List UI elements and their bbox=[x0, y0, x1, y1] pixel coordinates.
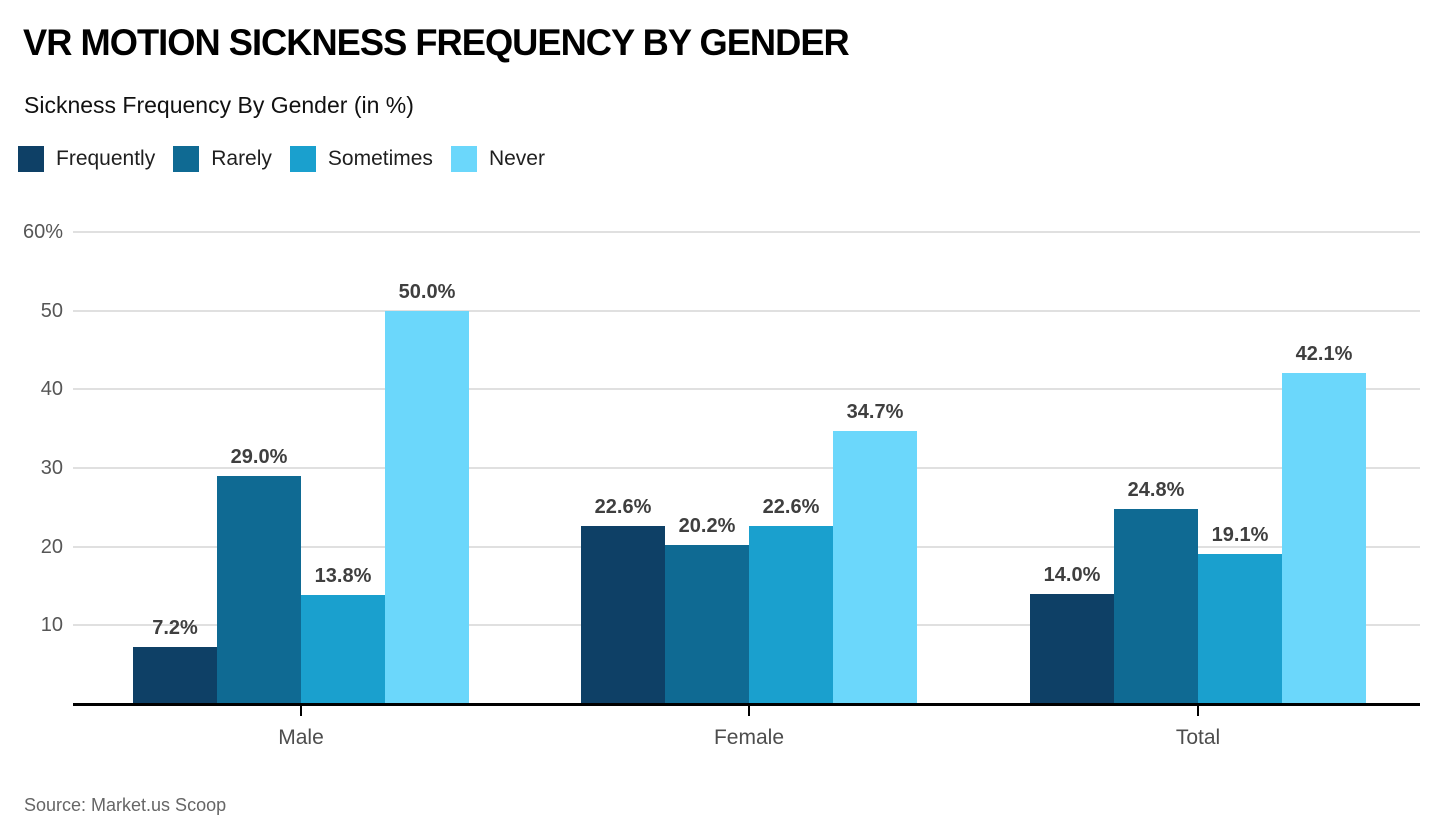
bar-value-label: 7.2% bbox=[152, 617, 198, 640]
bar-total-rarely bbox=[1114, 508, 1198, 704]
bar-value-label: 29.0% bbox=[230, 445, 288, 468]
bar-value-label: 24.8% bbox=[1127, 478, 1185, 501]
legend-swatch bbox=[450, 146, 477, 172]
bar-value-label: 22.6% bbox=[594, 496, 652, 519]
y-axis-label: 60% bbox=[22, 221, 63, 243]
bar-value-label: 19.1% bbox=[1211, 523, 1269, 546]
bar-female-sometimes bbox=[749, 526, 833, 704]
legend-label: Rarely bbox=[211, 147, 272, 170]
bar-female-never bbox=[833, 431, 917, 704]
bar-value-label: 14.0% bbox=[1043, 563, 1101, 586]
y-axis-label: 30 bbox=[40, 457, 63, 479]
category-label-male: Male bbox=[278, 726, 324, 749]
bar-value-label: 22.6% bbox=[762, 496, 820, 519]
bar-total-never bbox=[1282, 372, 1366, 704]
bar-value-label: 50.0% bbox=[398, 280, 456, 303]
bar-female-frequently bbox=[581, 526, 665, 704]
legend-item-rarely: Rarely bbox=[173, 146, 272, 172]
bar-male-never bbox=[385, 310, 469, 704]
legend-label: Never bbox=[488, 147, 545, 170]
y-axis-label: 10 bbox=[40, 614, 63, 637]
bar-value-label: 42.1% bbox=[1295, 342, 1353, 365]
legend-swatch bbox=[289, 146, 316, 172]
legend-swatch bbox=[173, 146, 200, 172]
bar-male-sometimes bbox=[301, 595, 385, 704]
category-label-total: Total bbox=[1175, 726, 1221, 749]
bar-total-sometimes bbox=[1198, 553, 1282, 704]
bar-value-label: 34.7% bbox=[846, 401, 904, 424]
legend-item-sometimes: Sometimes bbox=[289, 146, 433, 172]
legend-item-never: Never bbox=[450, 146, 545, 172]
bar-value-label: 13.8% bbox=[314, 565, 372, 588]
y-axis-label: 50 bbox=[40, 299, 63, 322]
x-axis-line bbox=[73, 703, 1420, 706]
y-axis-label: 20 bbox=[40, 535, 63, 558]
legend-item-frequently: Frequently bbox=[18, 146, 155, 172]
gridline bbox=[73, 309, 1420, 312]
source-note: Source: Market.us Scoop bbox=[24, 795, 227, 815]
gridline bbox=[73, 388, 1420, 391]
x-axis-tick bbox=[300, 706, 302, 716]
bar-male-frequently bbox=[133, 647, 217, 704]
bar-male-rarely bbox=[217, 475, 301, 704]
chart-subtitle: Sickness Frequency By Gender (in %) bbox=[24, 92, 414, 118]
legend-swatch bbox=[18, 146, 44, 172]
y-axis-label: 40 bbox=[40, 378, 63, 401]
x-axis-tick bbox=[1197, 706, 1199, 716]
legend-label: Sometimes bbox=[327, 147, 433, 170]
bar-total-frequently bbox=[1030, 593, 1114, 704]
bar-female-rarely bbox=[665, 545, 749, 704]
legend: Frequently Rarely Sometimes Never bbox=[18, 146, 545, 172]
x-axis-tick bbox=[748, 706, 750, 716]
gridline bbox=[73, 467, 1420, 469]
gridline bbox=[73, 231, 1420, 233]
bar-value-label: 20.2% bbox=[678, 515, 736, 538]
page-title: VR MOTION SICKNESS FREQUENCY BY GENDER bbox=[23, 22, 850, 63]
category-label-female: Female bbox=[713, 726, 785, 749]
legend-label: Frequently bbox=[56, 147, 156, 170]
